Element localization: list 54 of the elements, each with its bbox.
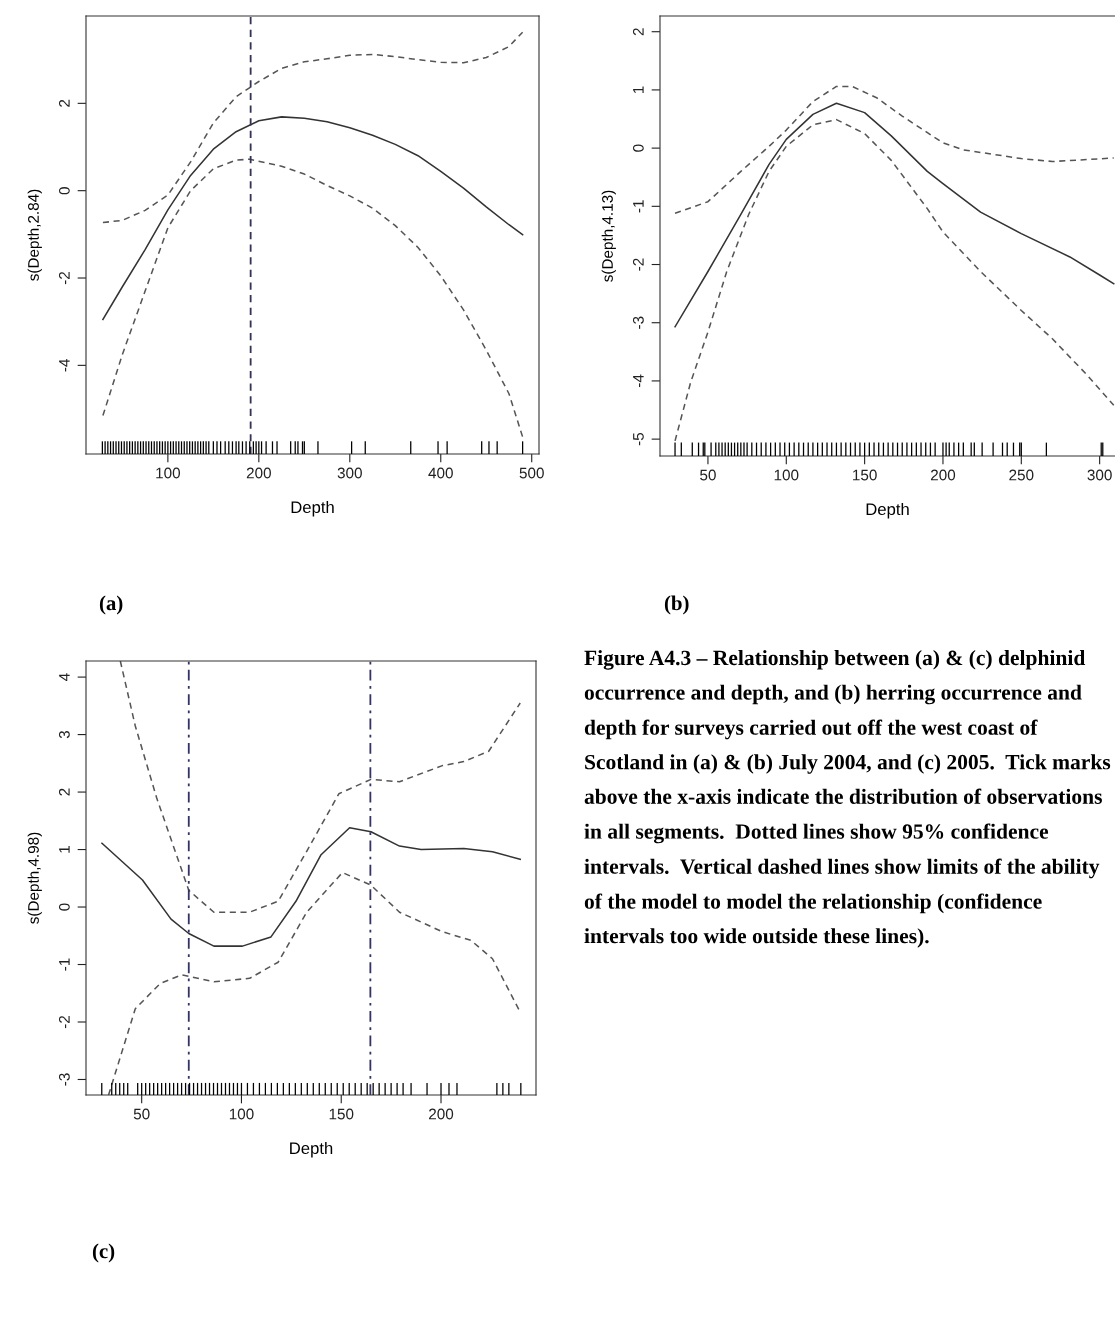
line-series xyxy=(102,158,524,438)
y-tick-label: 1 xyxy=(633,86,644,93)
y-tick-label: -2 xyxy=(632,258,644,271)
x-tick-label: 300 xyxy=(337,467,362,479)
y-tick-label: -3 xyxy=(632,316,644,329)
text: (a) xyxy=(99,595,123,615)
y-tick-label: -5 xyxy=(633,432,644,446)
y-tick-label: -2 xyxy=(58,271,70,285)
x-tick-label: 400 xyxy=(428,467,453,479)
line-series xyxy=(101,826,522,947)
x-axis-title: Depth xyxy=(866,502,909,519)
line-series xyxy=(674,118,1115,442)
x-tick-label: 50 xyxy=(133,1108,150,1120)
line-series xyxy=(102,31,524,224)
y-tick-label: -2 xyxy=(58,1015,70,1029)
x-tick-label: 200 xyxy=(429,1108,454,1120)
y-tick-label: 2 xyxy=(58,99,70,107)
x-tick-label: 250 xyxy=(1009,469,1034,481)
line-series xyxy=(102,116,524,321)
y-tick-label: -1 xyxy=(59,958,70,971)
y-tick-label: 0 xyxy=(58,903,70,911)
line-series xyxy=(674,85,1115,215)
y-tick-label: 0 xyxy=(58,187,70,195)
y-tick-label: -4 xyxy=(59,359,70,372)
x-tick-label: 200 xyxy=(930,469,956,481)
text: (b) xyxy=(664,595,689,615)
x-tick-label: 200 xyxy=(246,467,271,479)
x-tick-label: 100 xyxy=(229,1108,254,1120)
x-tick-label: 50 xyxy=(700,469,716,481)
y-axis-title: s(Depth,4.13) xyxy=(601,190,616,282)
y-tick-label: -3 xyxy=(58,1073,70,1086)
x-tick-label: 500 xyxy=(519,467,544,479)
x-tick-label: 150 xyxy=(329,1108,354,1120)
x-tick-label: 100 xyxy=(774,469,799,481)
line-series xyxy=(107,871,522,1095)
y-axis-title: s(Depth,2.84) xyxy=(27,189,42,281)
y-axis-title: s(Depth,4.98) xyxy=(27,832,42,924)
text: (c) xyxy=(92,1243,115,1263)
y-tick-label: -1 xyxy=(633,200,644,213)
line-series xyxy=(119,661,522,913)
x-tick-label: 150 xyxy=(853,469,877,481)
y-tick-label: 4 xyxy=(59,673,70,681)
x-axis-title: Depth xyxy=(291,500,334,517)
y-tick-label: 0 xyxy=(632,144,644,152)
x-tick-label: 100 xyxy=(156,467,181,479)
x-axis-title: Depth xyxy=(290,1141,333,1158)
y-tick-label: -4 xyxy=(633,374,644,388)
y-tick-label: 2 xyxy=(632,28,644,36)
y-tick-label: 1 xyxy=(59,846,70,853)
line-series xyxy=(674,102,1115,328)
x-tick-label: 300 xyxy=(1087,469,1112,481)
text: Figure A4.3 – Relationship between (a) & (c) delphinid occurrence and depth, and (b) herring occurrence and depth for surveys carried out off the west coast of Scotland in (a) & (b) July 2004, and (c) 2005. Tick marks above the x-axis indicate the distribution of observations in all segments. Dotted lines show 95% confidence intervals. Vertical dashed lines show limits of the ability of the model to model the relationship (confidence intervals too wide outside these lines). xyxy=(584,650,1111,948)
y-tick-label: 3 xyxy=(58,731,70,739)
y-tick-label: 2 xyxy=(58,788,70,796)
